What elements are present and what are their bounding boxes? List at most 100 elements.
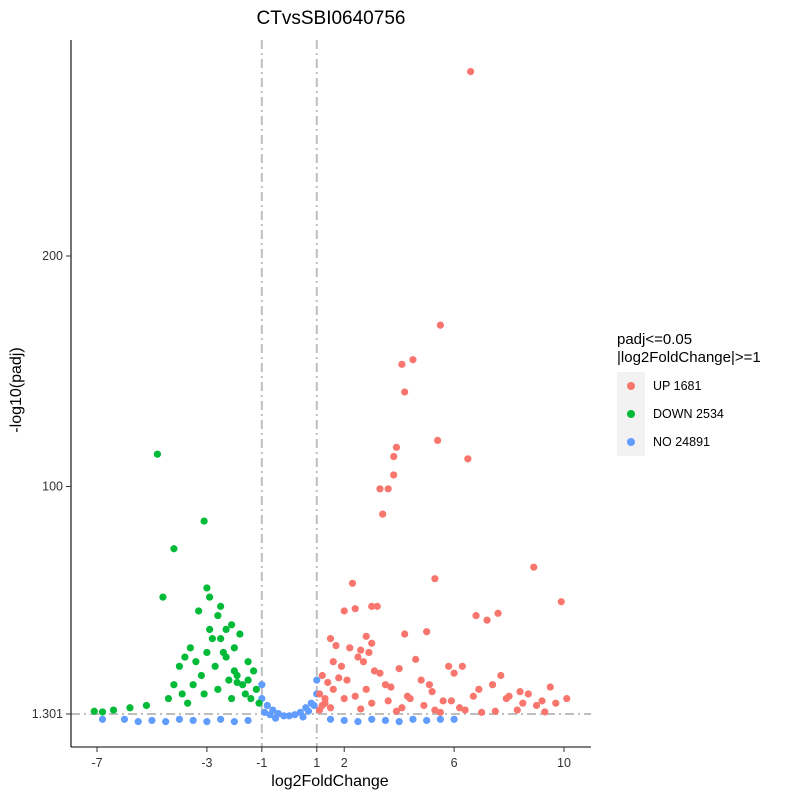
data-point bbox=[373, 602, 381, 610]
data-point bbox=[370, 667, 379, 675]
data-point bbox=[412, 655, 420, 663]
data-point bbox=[203, 584, 211, 592]
data-point bbox=[304, 707, 313, 715]
data-point bbox=[206, 593, 214, 601]
data-point bbox=[189, 681, 197, 689]
data-point bbox=[162, 718, 170, 726]
data-point bbox=[291, 711, 299, 719]
data-point bbox=[447, 697, 455, 705]
chart-title: CTvsSBI0640756 bbox=[257, 8, 406, 29]
data-point bbox=[280, 712, 288, 720]
data-point bbox=[214, 611, 222, 620]
data-point bbox=[340, 716, 348, 725]
data-point bbox=[381, 681, 390, 689]
data-point bbox=[197, 671, 205, 680]
data-point bbox=[488, 681, 497, 689]
data-point bbox=[195, 607, 203, 615]
x-tick-label: 2 bbox=[341, 756, 348, 770]
data-point bbox=[285, 712, 293, 720]
data-point bbox=[398, 360, 406, 368]
data-point bbox=[337, 662, 346, 670]
data-point bbox=[541, 708, 549, 716]
data-point bbox=[230, 718, 238, 726]
data-point bbox=[362, 685, 370, 693]
data-point bbox=[217, 715, 225, 723]
data-point bbox=[354, 653, 362, 661]
data-point bbox=[354, 718, 362, 726]
data-point bbox=[236, 630, 244, 638]
data-point bbox=[260, 708, 269, 716]
data-point bbox=[467, 68, 475, 76]
data-point bbox=[203, 648, 211, 657]
data-point bbox=[351, 605, 359, 613]
data-point bbox=[563, 694, 571, 703]
data-point bbox=[178, 690, 186, 698]
data-point bbox=[357, 646, 365, 654]
data-point bbox=[340, 607, 348, 615]
data-point bbox=[170, 681, 178, 689]
legend-title-line-2: |log2FoldChange|>=1 bbox=[617, 349, 761, 366]
data-point bbox=[200, 690, 208, 698]
data-point bbox=[313, 676, 321, 684]
data-point bbox=[395, 718, 403, 726]
data-point bbox=[431, 575, 439, 583]
data-point bbox=[387, 683, 395, 691]
data-point bbox=[409, 715, 417, 723]
legend-key-point bbox=[627, 410, 635, 418]
data-point bbox=[230, 644, 238, 652]
data-point bbox=[329, 685, 337, 693]
data-point bbox=[401, 388, 409, 396]
data-point bbox=[351, 692, 359, 700]
data-point bbox=[392, 443, 401, 451]
data-point bbox=[299, 713, 307, 721]
data-point bbox=[315, 690, 324, 698]
data-point bbox=[445, 662, 453, 670]
data-point bbox=[519, 699, 527, 707]
data-point bbox=[381, 716, 390, 725]
data-point bbox=[552, 699, 560, 707]
data-point bbox=[450, 669, 458, 677]
legend-label: UP 1681 bbox=[653, 379, 701, 393]
y-tick-label: 100 bbox=[42, 479, 63, 493]
data-point bbox=[365, 648, 373, 657]
data-point bbox=[423, 628, 431, 636]
data-point bbox=[401, 630, 409, 638]
data-point bbox=[538, 697, 546, 705]
data-point bbox=[217, 635, 225, 643]
data-point bbox=[458, 662, 466, 670]
data-point bbox=[175, 715, 184, 723]
data-point bbox=[516, 688, 524, 696]
data-point bbox=[244, 716, 252, 725]
data-point bbox=[142, 701, 151, 710]
data-point bbox=[450, 715, 458, 723]
data-point bbox=[214, 685, 222, 693]
x-tick-label: -7 bbox=[91, 756, 102, 770]
y-tick-label: 200 bbox=[42, 249, 63, 263]
data-point bbox=[126, 704, 134, 712]
data-point bbox=[392, 707, 401, 715]
data-point bbox=[335, 674, 343, 682]
data-point bbox=[310, 701, 318, 710]
data-point bbox=[266, 711, 274, 719]
data-point bbox=[222, 653, 230, 661]
data-point bbox=[398, 704, 406, 712]
data-point bbox=[431, 706, 439, 714]
data-point bbox=[255, 699, 263, 707]
data-point bbox=[326, 635, 335, 643]
data-point bbox=[192, 658, 200, 666]
data-point bbox=[439, 697, 447, 705]
data-point bbox=[189, 716, 197, 725]
data-point bbox=[258, 681, 266, 689]
data-point bbox=[228, 621, 236, 629]
data-point bbox=[384, 485, 392, 493]
data-point bbox=[434, 436, 442, 444]
data-point bbox=[368, 699, 376, 707]
y-axis-ticks: 1.301 100 200 bbox=[32, 249, 71, 721]
data-point bbox=[362, 632, 370, 640]
data-point bbox=[228, 694, 236, 703]
data-point bbox=[477, 708, 486, 716]
data-point bbox=[359, 658, 368, 666]
data-point bbox=[546, 683, 554, 691]
data-point bbox=[98, 715, 107, 723]
